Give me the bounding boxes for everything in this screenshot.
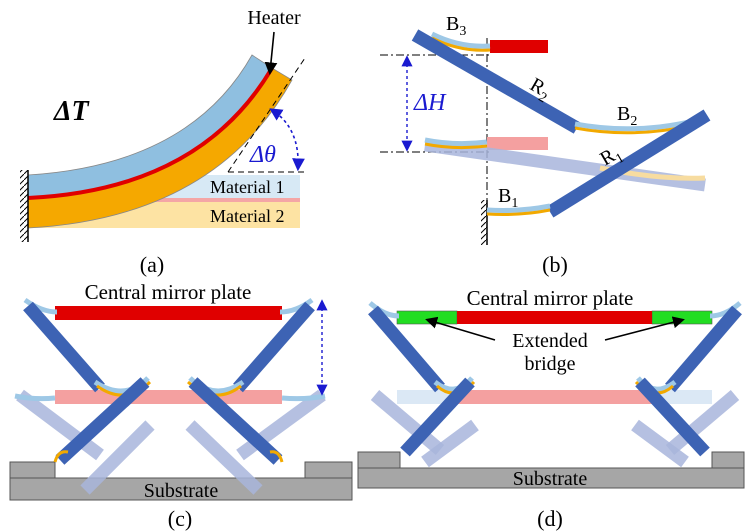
label-sub: 2 bbox=[630, 114, 637, 129]
mirror-plate bbox=[55, 306, 282, 320]
label-base: B bbox=[446, 13, 459, 35]
bridge-label: Extended bbox=[512, 330, 588, 352]
caption-d: (d) bbox=[537, 506, 563, 531]
heater-label: Heater bbox=[247, 7, 301, 29]
substrate-anchor bbox=[305, 462, 352, 478]
ghost-plate bbox=[55, 390, 282, 404]
ghost-plate bbox=[457, 390, 652, 404]
mirror-label: Central mirror plate bbox=[85, 280, 252, 304]
b1-label: B1 bbox=[498, 185, 518, 211]
delta-h-label: ΔH bbox=[413, 90, 447, 116]
mirror-plate bbox=[457, 311, 652, 324]
label-base: B bbox=[498, 185, 511, 207]
figure: Heater ΔT Δθ Material 1 Material 2 (a) B… bbox=[0, 0, 745, 531]
heater-arrow bbox=[270, 32, 274, 72]
substrate-anchor bbox=[358, 452, 400, 468]
b2-label: B2 bbox=[617, 103, 637, 129]
ghost-bimorph bbox=[425, 140, 487, 144]
ghost-bimorph bbox=[282, 396, 325, 399]
wall-hatch bbox=[481, 200, 487, 245]
mirror-plate bbox=[490, 40, 548, 53]
caption-c: (c) bbox=[168, 506, 192, 531]
panel-c: Substrate Central mirror plate (c) bbox=[10, 280, 352, 531]
material-1-label: Material 1 bbox=[210, 177, 284, 197]
delta-theta-label: Δθ bbox=[249, 142, 276, 168]
material-2-label: Material 2 bbox=[210, 206, 284, 226]
bimorph-b1 bbox=[487, 206, 550, 211]
caption-a: (a) bbox=[140, 252, 164, 277]
substrate-anchor bbox=[10, 462, 55, 478]
angle-arc bbox=[272, 110, 298, 168]
panel-b: B3 R2 B2 R1 B1 ΔH (b) bbox=[380, 13, 707, 277]
panel-a: Heater ΔT Δθ Material 1 Material 2 (a) bbox=[20, 7, 305, 277]
extended-bridge bbox=[397, 311, 457, 324]
label-sub: 1 bbox=[511, 196, 518, 211]
wall-hatch bbox=[20, 170, 28, 242]
delta-t-label: ΔT bbox=[53, 96, 91, 127]
bridge-label: bridge bbox=[524, 353, 575, 375]
substrate-label: Substrate bbox=[513, 468, 588, 490]
caption-b: (b) bbox=[542, 252, 568, 277]
label-sub: 3 bbox=[459, 24, 466, 39]
panel-d: Substrate Central mirror plate Extended … bbox=[358, 286, 744, 531]
b3-label: B3 bbox=[446, 13, 466, 39]
ghost-bimorph bbox=[15, 396, 55, 399]
ghost-plate bbox=[487, 137, 548, 150]
extended-bridge bbox=[652, 311, 712, 324]
label-base: B bbox=[617, 103, 630, 125]
substrate-label: Substrate bbox=[144, 480, 219, 502]
mirror-label: Central mirror plate bbox=[467, 286, 634, 310]
substrate-anchor bbox=[712, 452, 744, 468]
